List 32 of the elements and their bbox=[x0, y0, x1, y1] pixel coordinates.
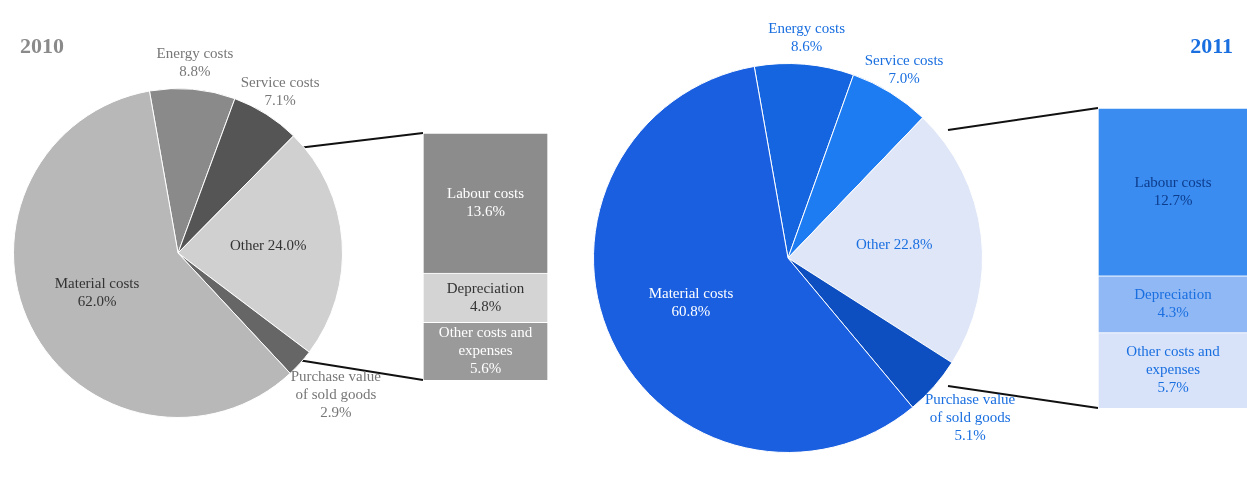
data-label: 60.8% bbox=[671, 303, 711, 320]
series-label: Depreciation bbox=[1134, 286, 1213, 303]
data-label: 8.6% bbox=[790, 38, 823, 55]
data-label: 5.1% bbox=[954, 427, 986, 444]
data-label: 4.8% bbox=[469, 297, 502, 314]
chart-title: 2010 bbox=[20, 32, 64, 58]
slice-label: Energy costs bbox=[768, 20, 846, 37]
data-label: 5.7% bbox=[1157, 379, 1189, 396]
data-label: 4.3% bbox=[1157, 304, 1189, 321]
slice-label: Service costs bbox=[240, 74, 320, 91]
data-label: 13.6% bbox=[466, 202, 505, 219]
data-label: 12.7% bbox=[1153, 191, 1193, 208]
series-label: Other costs and expenses bbox=[438, 324, 533, 359]
slice-label: Service costs bbox=[864, 52, 944, 69]
slice-label: Other 22.8% bbox=[855, 236, 933, 253]
slice-label: Purchase value of sold goods bbox=[924, 391, 1016, 426]
data-label: 8.8% bbox=[179, 63, 211, 80]
data-label: 62.0% bbox=[77, 293, 117, 310]
slice-label: Purchase value of sold goods bbox=[290, 368, 382, 403]
data-label: 7.1% bbox=[264, 92, 296, 109]
slice-label: Material costs bbox=[54, 275, 140, 292]
series-label: Other costs and expenses bbox=[1126, 343, 1221, 378]
slice-label: Energy costs bbox=[156, 45, 234, 62]
slice-label: Material costs bbox=[648, 285, 734, 302]
series-label: Labour costs bbox=[1134, 173, 1212, 190]
series-label: Labour costs bbox=[446, 184, 525, 201]
data-label: 7.0% bbox=[888, 70, 920, 87]
data-label: 5.6% bbox=[469, 360, 502, 377]
series-label: Depreciation bbox=[446, 279, 525, 296]
text: 2011 bbox=[1190, 32, 1233, 58]
data-label: 2.9% bbox=[320, 404, 352, 421]
slice-label: Other 24.0% bbox=[229, 237, 307, 254]
